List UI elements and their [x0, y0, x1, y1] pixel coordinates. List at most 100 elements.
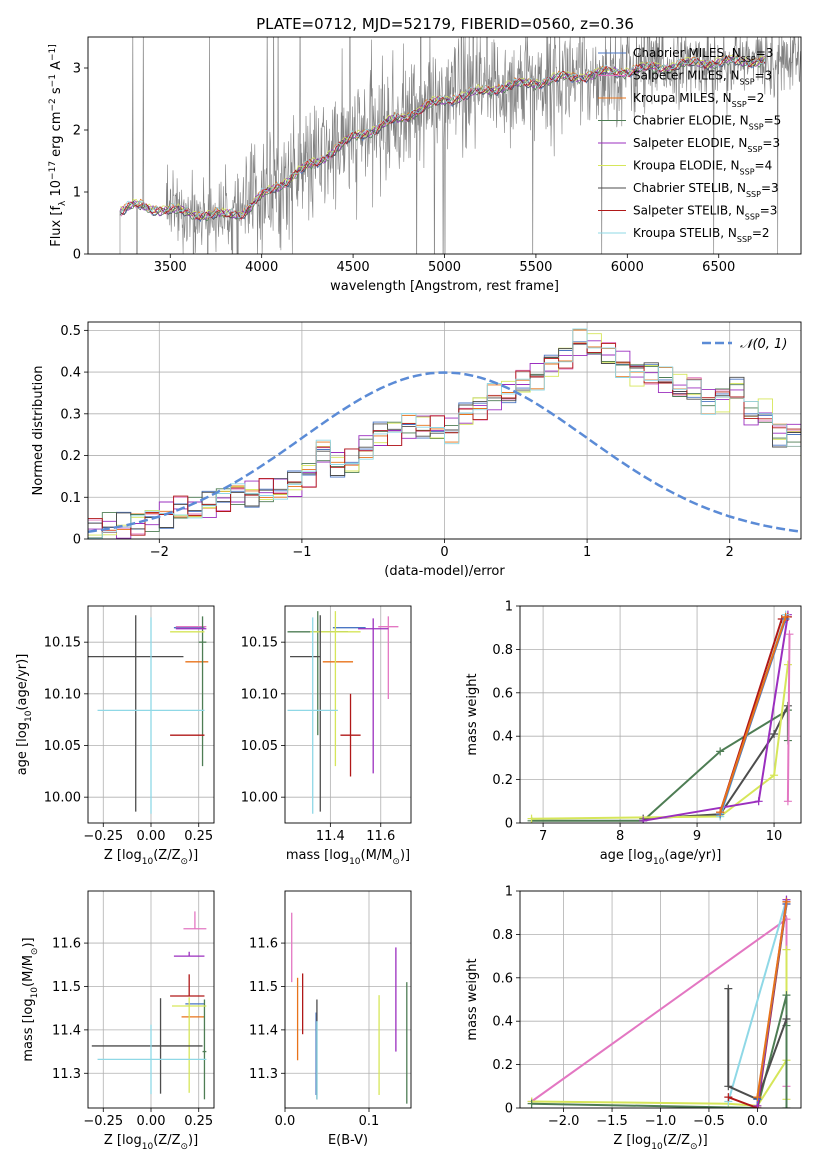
axis-label: mass weight: [465, 958, 480, 1040]
y-tick-label: 0: [505, 1102, 513, 1117]
plot-content: [91, 911, 207, 1100]
x-tick-label: 4000: [245, 260, 278, 275]
axis-label: Z [log10(Z/Z⊙)]: [104, 848, 198, 867]
legend-label-chabrier-elodie: Chabrier ELODIE, NSSP=5: [633, 114, 781, 132]
plot-content: [527, 610, 794, 823]
axis-label: E(B-V): [328, 1133, 368, 1148]
y-tick-label: 0.6: [492, 971, 513, 986]
errorbar-salpeter-stelib: [170, 974, 205, 997]
x-tick-label: −1.5: [596, 1114, 628, 1129]
x-tick-label: −2.0: [548, 1114, 580, 1129]
x-tick-label: −1.0: [645, 1114, 677, 1129]
data-spectrum-line: [119, 37, 801, 254]
x-tick-label: 11.4: [316, 829, 345, 844]
y-tick-label: 0.4: [492, 1015, 513, 1030]
x-tick-label: −0.25: [83, 1114, 123, 1129]
x-tick-label: 0.25: [184, 1114, 213, 1129]
plot-content: [291, 912, 408, 1104]
data-point: [770, 730, 779, 739]
errorbar-salpeter-elodie: [358, 618, 389, 774]
data-point: [785, 630, 794, 639]
x-tick-label: −1: [292, 545, 311, 560]
plot-content: [527, 895, 791, 1108]
series-kroupa-miles: [716, 612, 790, 817]
axes-frame: [87, 36, 802, 255]
axis-label: wavelength [Angstrom, rest frame]: [330, 279, 559, 294]
axis-label: (data-model)/error: [384, 564, 505, 579]
y-tick-label: 0.8: [492, 643, 513, 658]
x-tick-label: 10: [766, 829, 783, 844]
y-tick-label: 11.4: [52, 1023, 81, 1038]
page-title: PLATE=0712, MJD=52179, FIBERID=0560, z=0…: [256, 15, 634, 33]
data-point: [783, 660, 792, 669]
residuals-panel: −2 −1 0 1 2 0 0.1 0.2 0.3 0.4 0.5 (data-model)/erro…: [31, 321, 802, 579]
legend-label-kroupa-stelib: Kroupa STELIB, NSSP=2: [633, 226, 770, 244]
legend-label-salpeter-elodie: Salpeter ELODIE, NSSP=3: [633, 136, 780, 154]
x-tick-label: 1: [583, 545, 591, 560]
errorbar-kroupa-stelib: [97, 617, 205, 814]
series-line: [727, 899, 788, 1102]
mass-weight-vs-metallicity-panel: −2.0 −1.5 −1.0 −0.5 0.0 0 0.2 0.4 0.6 0.8 1 Z [log1…: [465, 885, 802, 1152]
plot-area: [285, 891, 411, 1108]
age-vs-metallicity-panel: −0.25 0.00 0.25 10.00 10.05 10.10 10.15 Z [log1…: [15, 605, 215, 867]
errorbar-kroupa-stelib: [287, 617, 338, 814]
y-tick-label: 0.2: [60, 449, 81, 464]
y-tick-label: 10.15: [241, 636, 278, 651]
y-tick-label: 10.10: [241, 687, 278, 702]
y-tick-label: 10.05: [241, 739, 278, 754]
y-tick-label: 0.6: [492, 686, 513, 701]
axis-label: age [log10(age/yr)]: [600, 848, 722, 867]
axes-frame: [284, 890, 412, 1109]
x-tick-label: 0.25: [184, 829, 213, 844]
data-point: [639, 816, 648, 823]
plot-content: [119, 37, 801, 254]
data-point: [770, 771, 779, 780]
y-tick-label: 3: [73, 62, 81, 77]
data-point: [724, 984, 733, 993]
y-tick-label: 1: [73, 186, 81, 201]
plot-content: [88, 328, 801, 539]
data-point: [753, 1093, 762, 1102]
series-line: [756, 901, 788, 1098]
x-tick-label: 0.0: [747, 1114, 768, 1129]
x-tick-label: 6000: [611, 260, 644, 275]
plot-area: [520, 606, 801, 823]
series-line: [531, 664, 789, 820]
histogram-salpeter-elodie: [88, 340, 801, 539]
y-tick-label: 0.4: [492, 730, 513, 745]
axes-frame: [519, 890, 802, 1109]
series-salpeter-miles: [783, 630, 794, 806]
axis-label: mass weight: [465, 673, 480, 755]
grid: [285, 606, 411, 823]
histogram-kroupa-stelib: [88, 328, 801, 539]
series-line: [719, 616, 787, 813]
y-tick-label: 11.5: [249, 980, 278, 995]
model-spectrum-kroupa-stelib: [119, 54, 766, 219]
gaussian-curve: [88, 371, 801, 533]
y-tick-label: 0.2: [492, 1058, 513, 1073]
y-tick-label: 10.00: [241, 791, 278, 806]
series-line: [727, 988, 788, 1101]
legend-label-chabrier-miles: Chabrier MILES, NSSP=3: [633, 46, 773, 64]
y-tick-label: 1: [505, 885, 513, 900]
axes-frame: [87, 321, 802, 540]
y-tick-label: 0.8: [492, 928, 513, 943]
age-vs-mass-panel: 11.4 11.6 10.00 10.05 10.10 10.15 mass [log10(…: [241, 605, 412, 867]
y-tick-label: 1: [505, 600, 513, 615]
y-tick-label: 11.3: [52, 1067, 81, 1082]
data-point: [782, 1104, 791, 1108]
y-tick-label: 2: [73, 124, 81, 139]
series-line: [786, 634, 791, 802]
data-point: [724, 1082, 733, 1091]
data-point: [716, 747, 725, 756]
x-tick-label: 0.1: [359, 1114, 380, 1129]
axis-label: age [log10(age/yr)]: [15, 654, 34, 776]
x-tick-label: 4500: [337, 260, 370, 275]
spectrum-panel: 3500 4000 4500 5000 5500 6000 6500 0 1 2 3 waveleng…: [48, 36, 802, 294]
y-tick-label: 10.00: [44, 791, 81, 806]
errorbar-kroupa-elodie: [172, 997, 207, 1093]
y-tick-label: 11.4: [249, 1023, 278, 1038]
y-tick-label: 10.10: [44, 687, 81, 702]
axis-label: mass [log10(M/M⊙)]: [286, 848, 410, 867]
errorbar-kroupa-stelib: [97, 1024, 207, 1095]
